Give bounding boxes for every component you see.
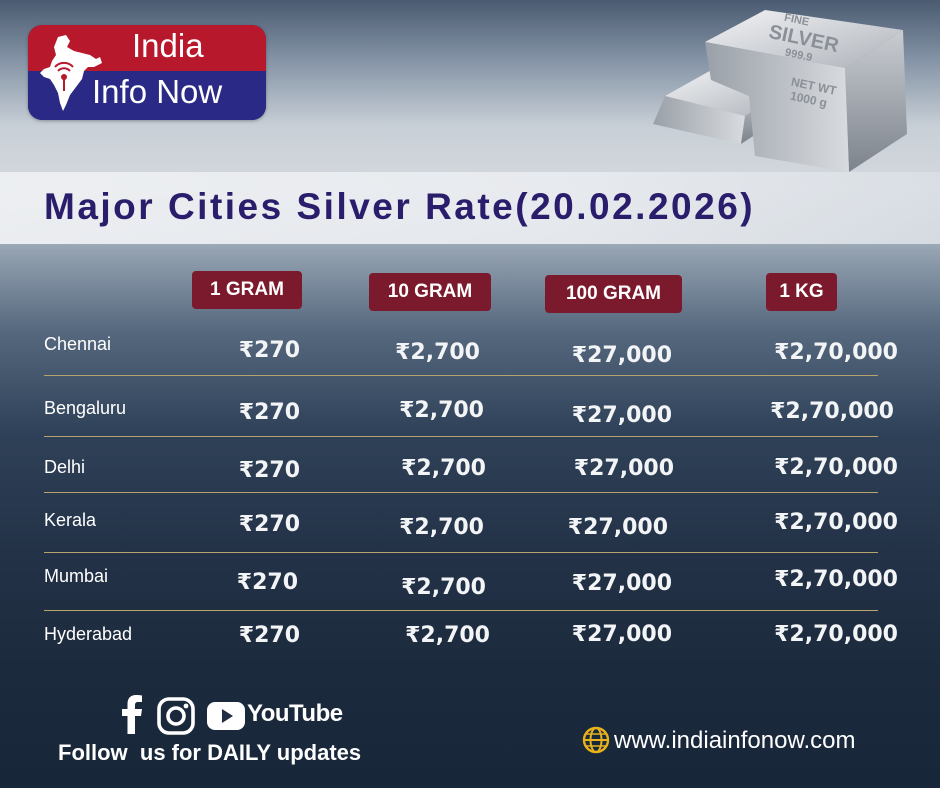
india-map-icon: [40, 35, 102, 111]
price-10-gram: ₹2,700: [399, 398, 484, 423]
follow-text: Follow us for DAILY updates: [58, 740, 362, 765]
price-1-kg: ₹2,70,000: [774, 622, 898, 647]
price-10-gram: ₹2,700: [405, 623, 490, 648]
city-name: Kerala: [44, 510, 97, 530]
row-divider: [44, 492, 878, 493]
price-1-gram: ₹270: [238, 512, 300, 537]
price-100-gram: ₹27,000: [571, 343, 672, 368]
brand-logo: India Info Now: [28, 25, 266, 120]
instagram-icon[interactable]: [156, 696, 196, 736]
price-1-gram: ₹270: [236, 570, 298, 595]
price-1-kg: ₹2,70,000: [774, 567, 898, 592]
city-name: Delhi: [44, 457, 86, 477]
globe-icon: [582, 726, 610, 754]
bar-engraving-line1: FINE: [783, 12, 810, 29]
city-name: Chennai: [44, 334, 112, 354]
price-100-gram: ₹27,000: [571, 571, 672, 596]
title-band: [0, 172, 940, 244]
silver-bars-illustration: FINE SILVER 999.9 NET WT 1000 g: [653, 10, 907, 172]
price-1-kg: ₹2,70,000: [770, 399, 894, 424]
brand-name-line1: India: [132, 27, 204, 64]
price-100-gram: ₹27,000: [571, 403, 672, 428]
price-10-gram: ₹2,700: [395, 340, 480, 365]
price-1-kg: ₹2,70,000: [774, 340, 898, 365]
youtube-icon[interactable]: [207, 702, 245, 730]
price-10-gram: ₹2,700: [399, 515, 484, 540]
price-1-gram: ₹270: [238, 623, 300, 648]
column-header-100-gram: 100 GRAM: [545, 275, 682, 313]
price-1-kg: ₹2,70,000: [774, 455, 898, 480]
row-divider: [44, 552, 878, 553]
website-link[interactable]: www.indiainfonow.com: [614, 727, 856, 754]
row-divider: [44, 436, 878, 437]
price-10-gram: ₹2,700: [401, 575, 486, 600]
price-100-gram: ₹27,000: [571, 622, 672, 647]
price-1-kg: ₹2,70,000: [774, 510, 898, 535]
price-1-gram: ₹270: [238, 338, 300, 363]
row-divider: [44, 610, 878, 611]
price-10-gram: ₹2,700: [401, 456, 486, 481]
price-100-gram: ₹27,000: [567, 515, 668, 540]
column-header-10-gram: 10 GRAM: [369, 273, 491, 311]
city-name: Mumbai: [44, 566, 109, 586]
brand-name-line2: Info Now: [92, 73, 223, 110]
row-divider: [44, 375, 878, 376]
facebook-icon[interactable]: [120, 694, 144, 734]
page-title: Major Cities Silver Rate(20.02.2026): [44, 186, 756, 227]
price-1-gram: ₹270: [238, 458, 300, 483]
column-header-1-gram: 1 GRAM: [192, 271, 302, 309]
price-100-gram: ₹27,000: [573, 456, 674, 481]
bar-engraving-line3: 999.9: [784, 47, 813, 64]
city-name: Bengaluru: [44, 398, 127, 418]
city-name: Hyderabad: [44, 624, 133, 644]
column-header-1-kg: 1 KG: [766, 273, 837, 311]
price-1-gram: ₹270: [238, 400, 300, 425]
youtube-wordmark[interactable]: YouTube: [247, 700, 343, 727]
